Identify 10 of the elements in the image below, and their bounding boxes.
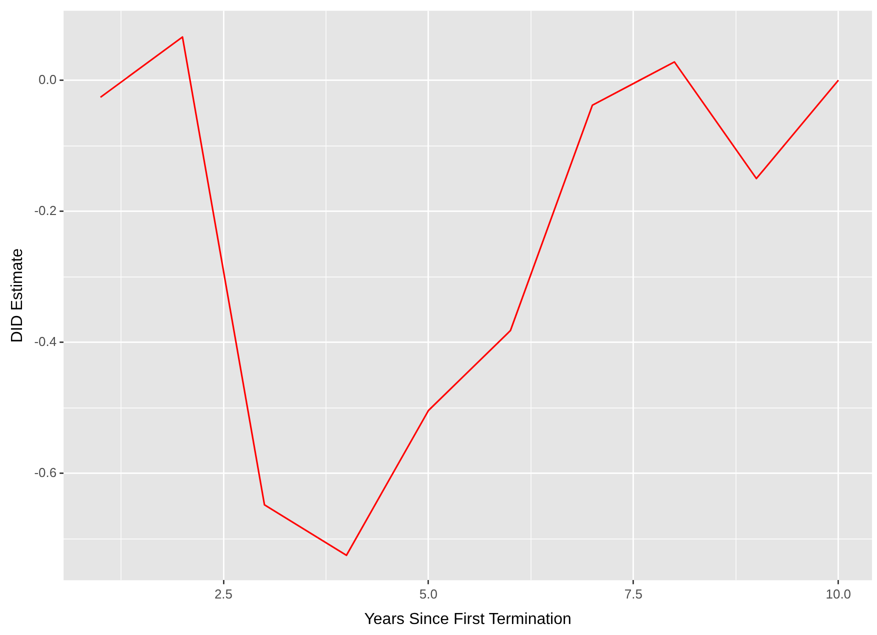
y-tick-label: 0.0 [38,72,57,87]
y-tick-label: -0.2 [34,202,57,218]
x-tick-label: 7.5 [624,586,642,602]
x-axis-title: Years Since First Termination [364,610,572,628]
x-tick-label: 10.0 [826,586,852,602]
y-axis-title: DID Estimate [9,248,26,343]
y-tick-label: -0.4 [34,334,57,349]
x-tick-label: 5.0 [419,586,438,602]
x-tick-label: 2.5 [214,586,233,602]
y-tick-label: -0.6 [34,464,57,480]
